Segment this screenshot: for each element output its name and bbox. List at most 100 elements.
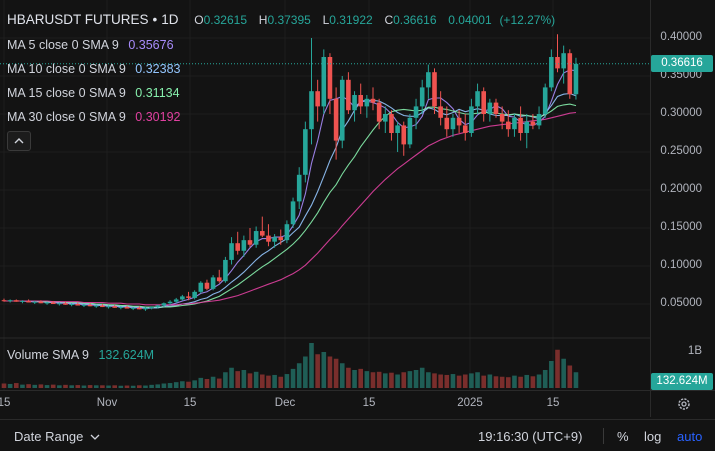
- candle-body: [524, 121, 530, 133]
- candle-body: [137, 307, 142, 310]
- volume-bar: [296, 363, 302, 388]
- volume-bar: [407, 371, 413, 388]
- candle-body: [327, 57, 333, 99]
- date-range-button[interactable]: Date Range: [14, 429, 100, 444]
- candle-body: [561, 53, 566, 69]
- price-tick: 0.05000: [660, 297, 702, 309]
- candle-body: [395, 125, 400, 133]
- volume-bar: [518, 376, 523, 388]
- volume-bar: [395, 374, 400, 388]
- candle-body: [143, 307, 148, 310]
- symbol-name[interactable]: HBARUSDT FUTURES: [7, 12, 149, 27]
- collapse-legend-button[interactable]: [7, 131, 31, 151]
- candle-body: [444, 117, 450, 130]
- volume-bar: [241, 370, 247, 388]
- candle-body: [38, 301, 44, 304]
- volume-bar: [63, 384, 68, 388]
- ma10-value: 0.32383: [135, 62, 181, 76]
- percent-scale-button[interactable]: %: [617, 429, 629, 444]
- time-tick: 15: [0, 397, 11, 409]
- volume-bar: [155, 384, 161, 388]
- price-chart[interactable]: [0, 0, 650, 390]
- volume-bar: [118, 385, 124, 388]
- candle-body: [100, 305, 105, 308]
- volume-bar: [44, 385, 50, 388]
- symbol-separator: •: [152, 12, 158, 27]
- candle-body: [426, 72, 431, 88]
- volume-legend[interactable]: Volume SMA 9 132.624M: [7, 348, 154, 362]
- price-tick: 0.40000: [660, 31, 702, 43]
- ma15-legend[interactable]: MA 15 close 0 SMA 9 0.31134: [7, 86, 180, 100]
- low-value: 0.31922: [329, 13, 373, 27]
- log-scale-button[interactable]: log: [644, 429, 662, 444]
- volume-bar: [100, 385, 105, 388]
- candle-body: [93, 305, 99, 307]
- price-axis[interactable]: 0.40000 0.35000 0.30000 0.25000 0.20000 …: [650, 0, 715, 390]
- candle-body: [44, 302, 50, 304]
- price-tick: 0.30000: [660, 107, 702, 119]
- volume-bar: [278, 376, 284, 388]
- candle-body: [14, 300, 19, 302]
- candle-body: [106, 306, 111, 308]
- ma30-label: MA 30 close 0 SMA 9: [7, 110, 126, 124]
- candle-body: [75, 304, 81, 306]
- volume-bar: [530, 376, 536, 388]
- time-axis[interactable]: 15 Nov 15 Dec 15 2025 15: [0, 390, 650, 417]
- auto-scale-button[interactable]: auto: [677, 429, 703, 444]
- ma30-line: [4, 111, 577, 306]
- candle-body: [573, 63, 579, 95]
- volume-bar: [333, 358, 339, 388]
- candle-body: [50, 302, 56, 304]
- time-tick: 15: [183, 397, 197, 409]
- gear-icon[interactable]: [676, 396, 692, 412]
- volume-bar: [524, 374, 530, 388]
- volume-bar: [20, 384, 25, 388]
- volume-bar: [75, 385, 81, 388]
- candle-body: [26, 300, 31, 303]
- candle-body: [229, 243, 234, 260]
- candle-body: [462, 125, 468, 133]
- volume-bar: [352, 370, 357, 388]
- price-tick: 0.10000: [660, 259, 702, 271]
- candle-body: [530, 121, 536, 126]
- ma10-legend[interactable]: MA 10 close 0 SMA 9 0.32383: [7, 62, 180, 76]
- interval-label[interactable]: 1D: [161, 12, 179, 27]
- volume-bar: [198, 377, 204, 388]
- candle-body: [315, 91, 320, 107]
- volume-bar: [180, 381, 185, 388]
- candle-body: [235, 243, 240, 251]
- volume-bar: [555, 349, 560, 388]
- volume-bar: [339, 363, 345, 388]
- candle-body: [419, 87, 425, 107]
- candle-body: [475, 91, 480, 107]
- ma30-legend[interactable]: MA 30 close 0 SMA 9 0.30192: [7, 110, 180, 124]
- price-tick: 0.15000: [660, 221, 702, 233]
- volume-bar: [173, 382, 179, 388]
- candle-body: [112, 306, 117, 308]
- candle-body: [450, 117, 456, 130]
- candle-body: [223, 259, 228, 282]
- candle-body: [499, 114, 505, 122]
- volume-bar: [130, 385, 136, 388]
- candle-body: [180, 296, 185, 300]
- volume-bar: [69, 385, 74, 388]
- ma5-label: MA 5 close 0 SMA 9: [7, 38, 119, 52]
- volume-bar: [413, 370, 419, 388]
- volume-bar: [260, 374, 265, 388]
- volume-bar: [536, 374, 542, 388]
- ma5-value: 0.35676: [128, 38, 174, 52]
- candle-body: [518, 117, 523, 133]
- ma5-legend[interactable]: MA 5 close 0 SMA 9 0.35676: [7, 38, 174, 52]
- candle-body: [192, 291, 197, 298]
- candle-body: [339, 79, 345, 141]
- volume-bar: [210, 376, 216, 388]
- clock-display[interactable]: 19:16:30 (UTC+9): [478, 429, 583, 444]
- candle-body: [32, 301, 38, 303]
- volume-bar: [223, 372, 228, 388]
- candle-body: [493, 102, 499, 114]
- candle-body: [204, 282, 210, 289]
- volume-bar: [253, 371, 259, 388]
- candle-body: [309, 91, 314, 130]
- candle-body: [167, 301, 173, 304]
- volume-scale-label: 1B: [687, 345, 702, 357]
